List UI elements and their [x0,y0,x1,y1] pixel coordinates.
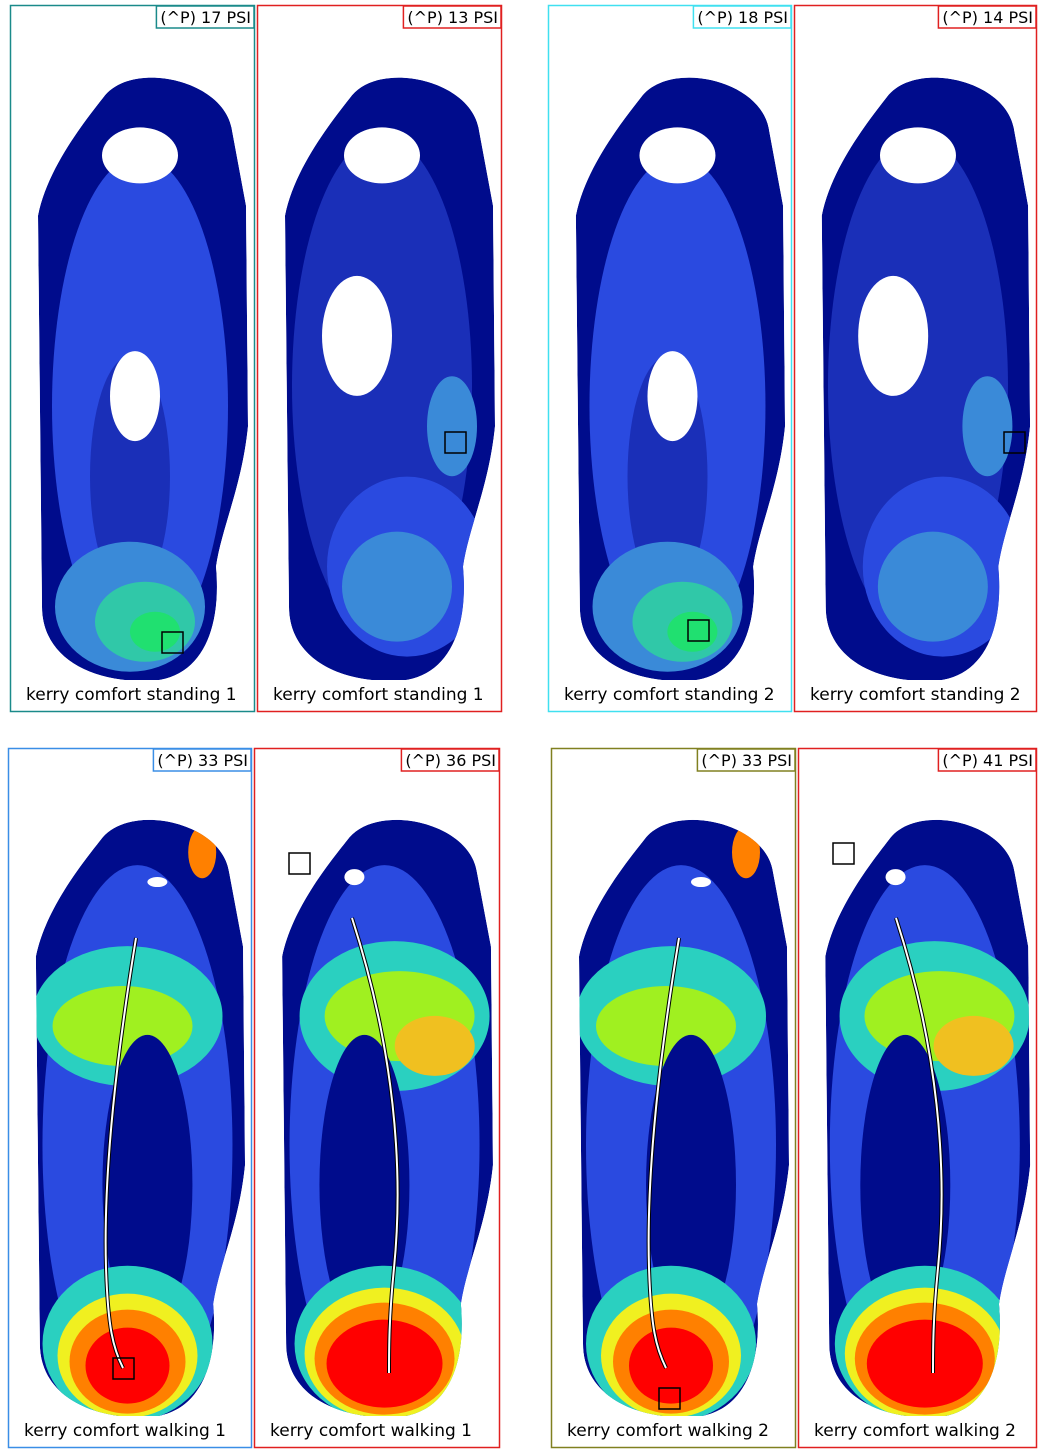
pressure-region [934,1016,1014,1076]
pressure-region [282,835,310,879]
peak-pressure: (^P) 33 PSI [701,751,792,770]
pressure-region [667,612,717,652]
foot-map [822,78,1030,681]
trial-label: kerry comfort standing 1 [26,685,237,705]
trial-label: kerry comfort walking 1 [24,1421,226,1441]
pressure-region [102,127,178,183]
pressure-region [867,1320,983,1408]
trial-label: kerry comfort standing 2 [564,685,775,705]
pressure-region [327,1320,443,1408]
pressure-region [639,127,715,183]
trial-label: kerry comfort standing 1 [273,685,484,705]
peak-pressure: (^P) 33 PSI [157,751,248,770]
foot-map [38,78,248,681]
trial-label: kerry comfort walking 2 [814,1421,1016,1441]
pressure-panel: (^P) 41 PSI kerry comfort walking 2 [799,749,1037,1448]
pressure-region [147,877,167,887]
peak-pressure: (^P) 13 PSI [407,8,498,27]
pressure-region [962,376,1012,476]
pressure-panel: (^P) 17 PSI kerry comfort standing 1 [11,6,255,712]
pressure-region [342,532,452,642]
pressure-region [878,532,988,642]
pressure-panel: (^P) 18 PSI kerry comfort standing 2 [549,6,792,712]
trial-label: kerry comfort standing 2 [810,685,1021,705]
peak-marker [289,853,310,874]
pressure-region [344,869,364,885]
pressure-region [395,1016,475,1076]
pressure-region [647,351,697,441]
pressure-region [825,835,853,879]
pressure-region [880,127,956,183]
pressure-region [822,832,862,892]
pressure-region [86,1328,170,1404]
pressure-region [691,877,711,887]
foot-map [576,78,785,681]
pressure-panel: (^P) 13 PSI kerry comfort standing 1 [258,6,502,712]
pressure-panel: (^P) 33 PSI kerry comfort walking 2 [552,749,796,1448]
pressure-panel: (^P) 33 PSI kerry comfort walking 1 [9,749,252,1448]
peak-pressure: (^P) 41 PSI [942,751,1033,770]
peak-pressure: (^P) 14 PSI [942,8,1033,27]
peak-pressure: (^P) 17 PSI [160,8,251,27]
foot-map [822,820,1030,1425]
peak-pressure: (^P) 18 PSI [697,8,788,27]
pressure-region [279,832,319,892]
pressure-panel: (^P) 36 PSI kerry comfort walking 1 [255,749,500,1448]
pressure-region [427,376,477,476]
pressure-region [322,276,392,396]
pressure-map-screen: (^P) 17 PSIkerry comfort standing 1(^P) … [0,0,1038,1449]
foot-map [576,820,789,1425]
peak-marker [833,843,854,864]
trial-label: kerry comfort walking 1 [270,1421,472,1441]
pressure-region [858,276,928,396]
pressure-region [188,826,216,878]
peak-pressure: (^P) 36 PSI [405,751,496,770]
pressure-region [886,869,906,885]
pressure-panel: (^P) 14 PSI kerry comfort standing 2 [795,6,1037,712]
pressure-region [732,826,760,878]
foot-map [285,78,495,681]
trial-label: kerry comfort walking 2 [567,1421,769,1441]
foot-map [279,820,493,1425]
pressure-region [110,351,160,441]
pressure-region [629,1328,713,1404]
pressure-region [344,127,420,183]
foot-map [33,820,246,1425]
